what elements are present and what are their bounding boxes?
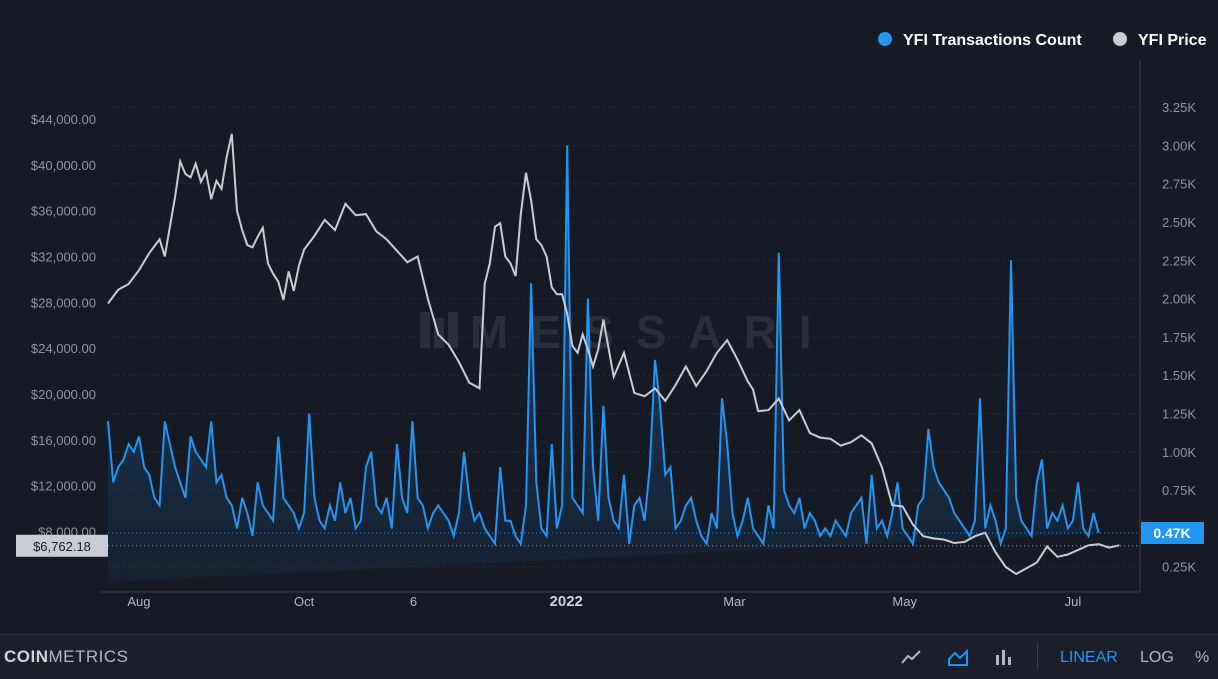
- left-tick-label: $32,000.00: [31, 249, 96, 264]
- price-line: [107, 133, 1120, 576]
- right-tick-label: 2.50K: [1162, 215, 1196, 230]
- messari-logo-icon: [420, 312, 458, 348]
- left-tick-label: $16,000.00: [31, 433, 96, 448]
- price-current-badge: [16, 534, 108, 557]
- legend-dot: [1113, 32, 1127, 46]
- right-tick-label: 0.75K: [1162, 483, 1196, 498]
- x-tick-label: Mar: [723, 594, 746, 609]
- legend-label[interactable]: YFI Transactions Count: [903, 32, 1082, 49]
- x-tick-label: 6: [410, 594, 417, 609]
- transactions-area: [108, 145, 1099, 582]
- x-axis: Aug Oct 6 2022 Mar May Jul: [127, 593, 1081, 610]
- linear-mode-button[interactable]: LINEAR: [1060, 649, 1118, 666]
- chart-canvas[interactable]: MESSARI $44,000.00 $40,000.00 $36,000.00 $3…: [0, 0, 1218, 634]
- right-tick-label: 2.75K: [1162, 177, 1196, 192]
- right-tick-label: 0.25K: [1162, 560, 1196, 575]
- left-tick-label: $44,000.00: [31, 112, 96, 127]
- legend: YFI Transactions Count YFI Price: [878, 32, 1207, 49]
- right-tick-label: 3.00K: [1162, 138, 1196, 153]
- left-tick-label: $24,000.00: [31, 341, 96, 356]
- area-chart-icon[interactable]: [947, 647, 969, 667]
- bar-chart-icon[interactable]: [993, 647, 1015, 667]
- brand-bold: COIN: [4, 647, 49, 666]
- left-tick-label: $36,000.00: [31, 204, 96, 219]
- left-tick-label: $20,000.00: [31, 387, 96, 402]
- brand-light: METRICS: [48, 647, 129, 666]
- line-chart-icon[interactable]: [900, 647, 922, 667]
- legend-dot: [878, 32, 892, 46]
- left-axis: $44,000.00 $40,000.00 $36,000.00 $32,000.00…: [31, 112, 96, 540]
- coinmetrics-logo: COINMETRICS: [4, 647, 129, 667]
- x-tick-label: Jul: [1065, 594, 1082, 609]
- left-tick-label: $12,000.00: [31, 479, 96, 494]
- transactions-line: [107, 145, 1100, 548]
- bottom-toolbar: COINMETRICS LINEAR LOG %: [0, 634, 1218, 679]
- right-tick-label: 2.00K: [1162, 292, 1196, 307]
- right-tick-label: 3.25K: [1162, 100, 1196, 115]
- x-tick-label: Aug: [127, 594, 150, 609]
- percent-mode-button[interactable]: %: [1195, 649, 1210, 666]
- left-tick-label: $40,000.00: [31, 158, 96, 173]
- right-tick-label: 2.25K: [1162, 253, 1196, 268]
- tx-current-label: 0.47K: [1153, 525, 1190, 541]
- right-axis: 3.25K 3.00K 2.75K 2.50K 2.25K 2.00K 1.75K 1.50K…: [1162, 100, 1196, 575]
- watermark: MESSARI: [470, 306, 834, 358]
- right-tick-label: 1.50K: [1162, 368, 1196, 383]
- log-mode-button[interactable]: LOG: [1140, 649, 1174, 666]
- price-current-label: $6,762.18: [33, 539, 91, 554]
- x-tick-label: Oct: [294, 594, 315, 609]
- right-tick-label: 1.00K: [1162, 445, 1196, 460]
- tx-current-badge: [1141, 521, 1204, 544]
- legend-label[interactable]: YFI Price: [1138, 32, 1207, 49]
- x-tick-label: May: [892, 594, 917, 609]
- left-tick-label: $28,000.00: [31, 295, 96, 310]
- right-tick-label: 1.25K: [1162, 407, 1196, 422]
- toolbar-divider: [1037, 643, 1038, 669]
- right-tick-label: 1.75K: [1162, 330, 1196, 345]
- x-tick-label: 2022: [550, 593, 583, 610]
